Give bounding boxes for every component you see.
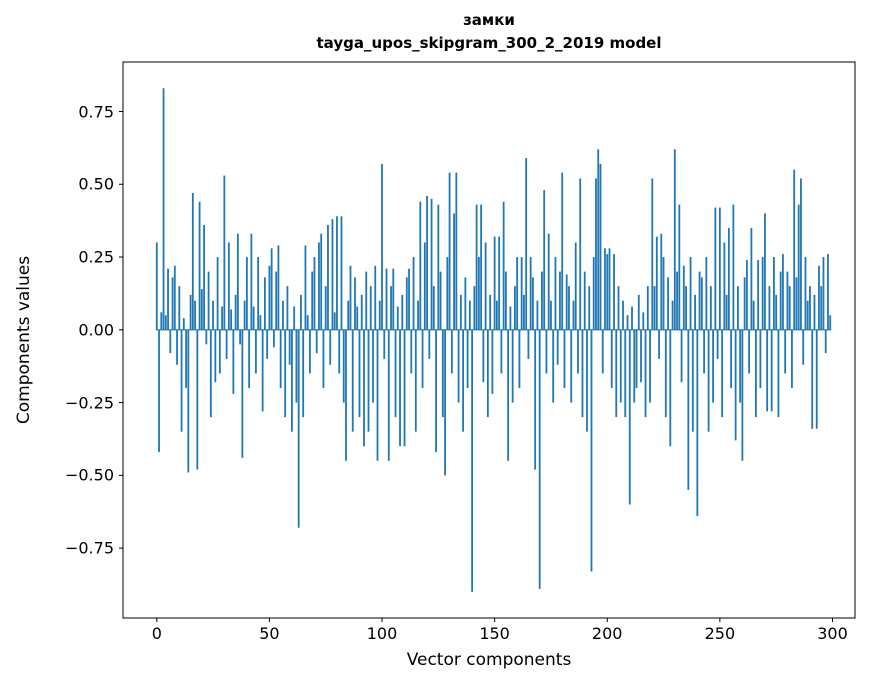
y-tick-label: 0.75 bbox=[78, 102, 114, 121]
x-axis-ticks: 0 50 100 150 200 250 300 bbox=[0, 624, 880, 648]
y-tick-label: −0.50 bbox=[64, 465, 114, 485]
x-tick-label: 0 bbox=[151, 624, 162, 643]
y-tick-label: 0.00 bbox=[78, 320, 114, 340]
x-tick-label: 150 bbox=[479, 624, 510, 643]
x-tick-label: 300 bbox=[817, 624, 848, 643]
y-tick-label: 0.25 bbox=[78, 247, 114, 267]
y-axis-ticks: −0.75 −0.50 −0.25 0.00 0.25 0.50 0.75 bbox=[0, 0, 114, 696]
y-tick-label: −0.75 bbox=[64, 538, 114, 558]
x-axis-label: Vector components bbox=[406, 650, 572, 670]
y-tick-label: −0.25 bbox=[64, 393, 114, 413]
chart-title-line-2: tayga_upos_skipgram_300_2_2019 model bbox=[316, 34, 662, 52]
chart-title: замки tayga_upos_skipgram_300_2_2019 mod… bbox=[123, 9, 855, 55]
x-tick-label: 100 bbox=[366, 624, 398, 643]
x-tick-label: 50 bbox=[259, 624, 280, 643]
x-tick-label: 200 bbox=[591, 624, 623, 643]
chart-title-line-1: замки bbox=[463, 11, 515, 29]
x-tick-label: 250 bbox=[704, 624, 736, 643]
y-tick-label: 0.50 bbox=[78, 174, 114, 194]
